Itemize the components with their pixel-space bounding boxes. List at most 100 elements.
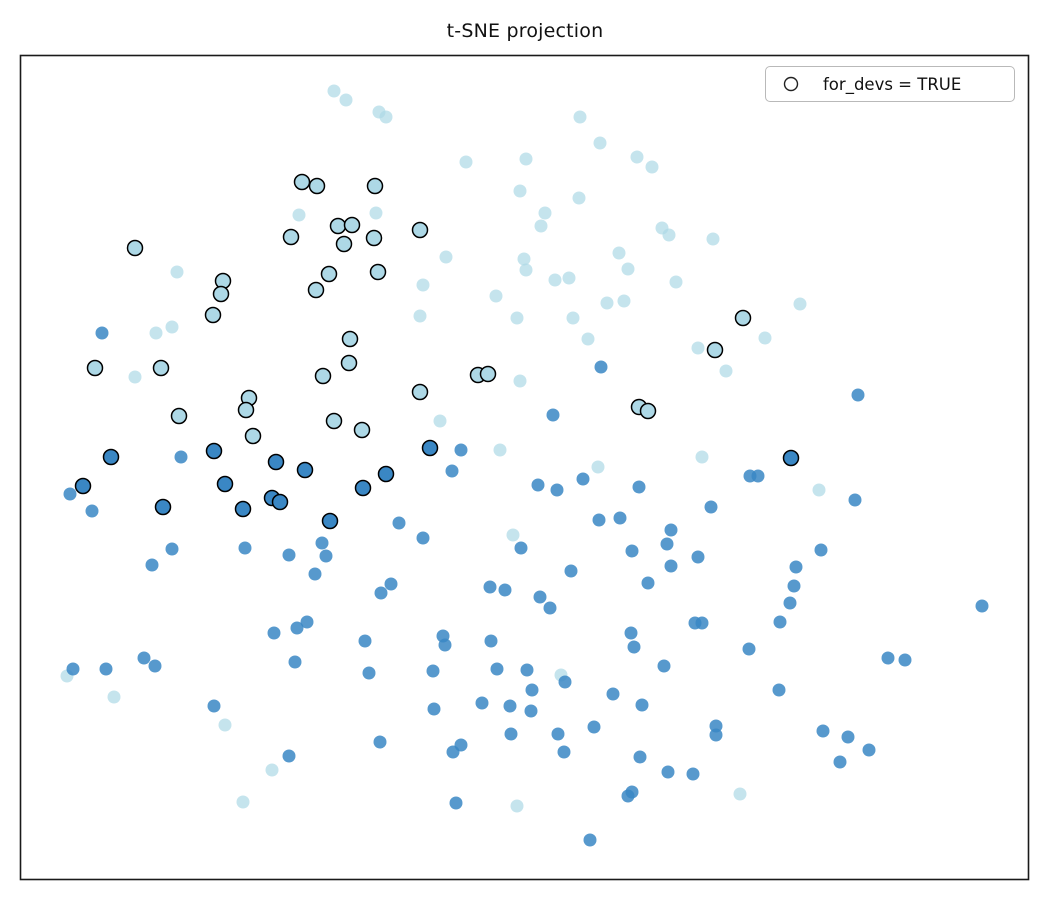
scatter-point: [538, 206, 552, 220]
scatter-point: [315, 536, 329, 550]
scatter-point: [709, 719, 723, 733]
scatter-point: [74, 477, 92, 495]
scatter-point: [411, 383, 429, 401]
scatter-point: [433, 414, 447, 428]
scatter-point: [510, 799, 524, 813]
scatter-point: [308, 177, 326, 195]
scatter-point: [218, 718, 232, 732]
scatter-point: [566, 311, 580, 325]
scatter-point: [513, 374, 527, 388]
scatter-point: [438, 638, 452, 652]
scatter-point: [340, 354, 358, 372]
scatter-point: [493, 443, 507, 457]
scatter-point: [416, 531, 430, 545]
scatter-point: [625, 544, 639, 558]
scatter-point: [632, 480, 646, 494]
scatter-point: [564, 564, 578, 578]
scatter-point: [814, 543, 828, 557]
scatter-point: [841, 730, 855, 744]
scatter-point: [416, 278, 430, 292]
scatter-point: [630, 150, 644, 164]
scatter-point: [282, 548, 296, 562]
scatter-point: [63, 487, 77, 501]
scatter-point: [686, 767, 700, 781]
scatter-point: [379, 110, 393, 124]
scatter-point: [204, 306, 222, 324]
scatter-point: [557, 745, 571, 759]
scatter-point: [234, 500, 252, 518]
scatter-point: [734, 309, 752, 327]
scatter-point: [624, 626, 638, 640]
scatter-point: [392, 516, 406, 530]
scatter-point: [369, 263, 387, 281]
series-light_plain: [60, 84, 826, 813]
scatter-point: [421, 439, 439, 457]
scatter-point: [695, 616, 709, 630]
scatter-point: [475, 696, 489, 710]
scatter-point: [635, 698, 649, 712]
scatter-point: [244, 427, 262, 445]
scatter-point: [661, 765, 675, 779]
scatter-point: [633, 750, 647, 764]
scatter-point: [152, 359, 170, 377]
scatter-point: [296, 461, 314, 479]
scatter-point: [660, 537, 674, 551]
legend-open-circle-icon: [783, 76, 799, 92]
scatter-point: [498, 583, 512, 597]
scatter-point: [454, 443, 468, 457]
legend-label: for_devs = TRUE: [823, 74, 962, 94]
scatter-point: [490, 662, 504, 676]
scatter-point: [170, 407, 188, 425]
scatter-point: [773, 615, 787, 629]
scatter-point: [558, 675, 572, 689]
series-dark_for_devs_true: [74, 439, 800, 530]
scatter-point: [793, 297, 807, 311]
scatter-point: [733, 787, 747, 801]
scatter-point: [543, 601, 557, 615]
series-dark_plain: [63, 326, 989, 847]
scatter-point: [576, 472, 590, 486]
scatter-point: [358, 634, 372, 648]
scatter-point: [625, 785, 639, 799]
scatter-point: [534, 219, 548, 233]
scatter-point: [533, 590, 547, 604]
scatter-point: [484, 634, 498, 648]
scatter-point: [517, 252, 531, 266]
scatter-point: [751, 469, 765, 483]
scatter-point: [369, 206, 383, 220]
scatter-point: [691, 341, 705, 355]
scatter-point: [758, 331, 772, 345]
scatter-point: [126, 239, 144, 257]
scatter-point: [562, 271, 576, 285]
scatter-point: [426, 664, 440, 678]
scatter-point: [479, 365, 497, 383]
scatter-point: [881, 651, 895, 665]
scatter-point: [165, 542, 179, 556]
scatter-point: [506, 528, 520, 542]
scatter-point: [898, 653, 912, 667]
scatter-point: [327, 84, 341, 98]
scatter-point: [600, 296, 614, 310]
scatter-point: [339, 93, 353, 107]
scatter-point: [365, 229, 383, 247]
scatter-point: [282, 749, 296, 763]
scatter-point: [384, 577, 398, 591]
scatter-point: [137, 651, 151, 665]
scatter-point: [265, 763, 279, 777]
scatter-point: [267, 626, 281, 640]
scatter-point: [165, 320, 179, 334]
legend: for_devs = TRUE: [765, 66, 1015, 102]
scatter-point: [833, 755, 847, 769]
scatter-point: [174, 450, 188, 464]
scatter-point: [812, 483, 826, 497]
scatter-point: [551, 727, 565, 741]
scatter-point: [513, 184, 527, 198]
scatter-point: [149, 326, 163, 340]
scatter-point: [377, 465, 395, 483]
scatter-point: [593, 136, 607, 150]
scatter-point: [719, 364, 733, 378]
scatter-point: [411, 221, 429, 239]
scatter-point: [237, 401, 255, 419]
